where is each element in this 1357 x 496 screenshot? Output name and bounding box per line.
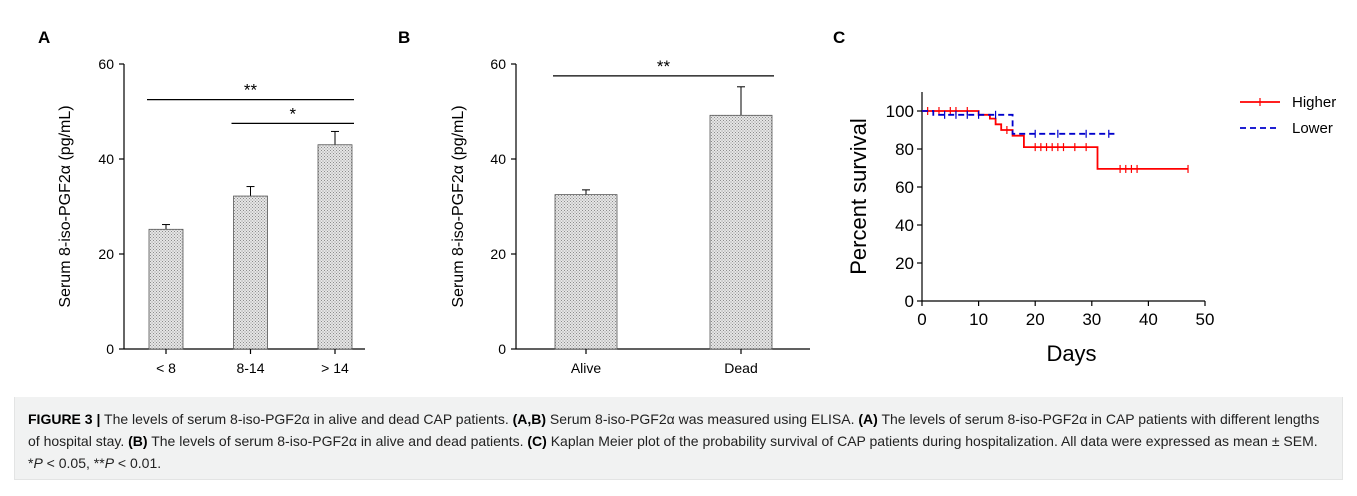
- significance-label: **: [657, 57, 671, 76]
- caption-p-symbol-2: P: [104, 455, 115, 471]
- caption-seg1: Serum 8-iso-PGF2α was measured using ELI…: [546, 411, 859, 427]
- y-tick-label: 0: [905, 292, 914, 311]
- caption-p-symbol-1: P: [33, 455, 43, 471]
- y-tick-label: 40: [98, 151, 114, 167]
- bar: [554, 194, 618, 350]
- panel-c-survival-chart: 0 20 40 60 80 100 0 10 20 30 40 50 Percent survival D…: [846, 92, 1336, 366]
- y-tick-label: 100: [886, 102, 914, 121]
- survival-curve-lower: [922, 110, 1115, 135]
- y-tick-label: 40: [895, 216, 914, 235]
- y-tick-label: 20: [490, 246, 506, 262]
- survival-curve-higher: [922, 110, 1188, 170]
- bar: [233, 195, 268, 350]
- legend-label-higher: Higher: [1292, 94, 1336, 111]
- y-tick-label: 60: [895, 178, 914, 197]
- caption-seg6: < 0.01.: [114, 455, 162, 471]
- x-category-label: Dead: [724, 360, 757, 376]
- y-tick-label: 0: [498, 341, 506, 357]
- y-tick-label: 60: [98, 56, 114, 72]
- y-axis-title: Percent survival: [846, 118, 871, 275]
- bar: [317, 144, 353, 350]
- x-category-label: Alive: [571, 360, 602, 376]
- significance-label: *: [289, 104, 296, 123]
- x-tick-label: 10: [969, 310, 988, 329]
- panel-a-label: A: [38, 28, 50, 47]
- y-tick-label: 40: [490, 151, 506, 167]
- bar: [148, 228, 184, 350]
- caption-ref-c: (C): [527, 433, 547, 449]
- bar: [709, 114, 773, 350]
- x-tick-label: 50: [1196, 310, 1215, 329]
- x-tick-label: 30: [1082, 310, 1101, 329]
- x-category-label: < 8: [156, 360, 176, 376]
- caption-title: The levels of serum 8-iso-PGF2α in alive…: [100, 411, 513, 427]
- caption-ref-a: (A): [858, 411, 878, 427]
- y-tick-label: 0: [106, 341, 114, 357]
- caption-ref-ab: (A,B): [512, 411, 547, 427]
- legend-label-lower: Lower: [1292, 120, 1333, 137]
- caption-seg5: < 0.05, **: [42, 455, 105, 471]
- y-tick-label: 20: [895, 254, 914, 273]
- panel-b-label: B: [398, 28, 410, 47]
- caption-ref-b: (B): [128, 433, 148, 449]
- caption-seg3: The levels of serum 8-iso-PGF2α in alive…: [147, 433, 528, 449]
- caption-figure-label: FIGURE 3 |: [28, 411, 101, 427]
- panel-a-bar-chart: 0 20 40 60 Serum 8-iso-PGF2α (pg/mL) < 8 8-14 >…: [57, 56, 365, 376]
- significance-label: **: [244, 81, 258, 100]
- figure-charts: A B C 0 20 40 60 Serum 8-iso-PGF2α (pg/mL) < …: [38, 28, 1336, 376]
- panel-c-label: C: [833, 28, 845, 47]
- caption-seg2: The levels of serum 8-iso-PGF2α in CAP p…: [28, 411, 1320, 449]
- y-axis-title: Serum 8-iso-PGF2α (pg/mL): [57, 105, 74, 307]
- x-tick-label: 20: [1026, 310, 1045, 329]
- y-tick-label: 80: [895, 140, 914, 159]
- y-tick-label: 20: [98, 246, 114, 262]
- panel-b-bar-chart: 0 20 40 60 Serum 8-iso-PGF2α (pg/mL) Alive Dea…: [450, 56, 810, 376]
- caption-seg4: Kaplan Meier plot of the probability sur…: [28, 433, 1318, 471]
- x-axis-title: Days: [1046, 341, 1096, 366]
- x-tick-label: 40: [1139, 310, 1158, 329]
- x-category-label: > 14: [321, 360, 349, 376]
- x-category-label: 8-14: [236, 360, 264, 376]
- y-tick-label: 60: [490, 56, 506, 72]
- x-tick-label: 0: [917, 310, 926, 329]
- y-axis-title: Serum 8-iso-PGF2α (pg/mL): [450, 105, 467, 307]
- charts-area: A B C 0 20 40 60 Serum 8-iso-PGF2α (pg/mL) < …: [14, 14, 1343, 397]
- figure-caption: FIGURE 3 | The levels of serum 8-iso-PGF…: [28, 408, 1333, 474]
